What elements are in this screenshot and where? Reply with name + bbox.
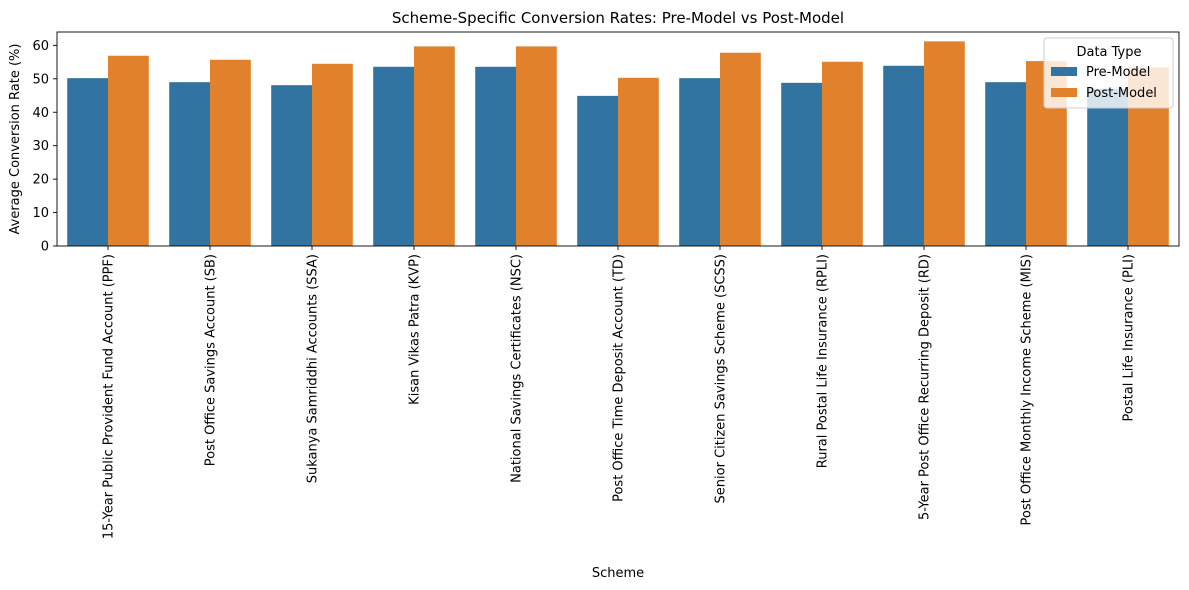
x-tick-label: Postal Life Insurance (PLI) <box>1122 254 1137 421</box>
bar-pre-model <box>271 85 312 246</box>
bar-pre-model <box>169 82 210 246</box>
legend-title: Data Type <box>1076 45 1141 60</box>
y-axis-label: Average Conversion Rate (%) <box>8 44 23 235</box>
bar-post-model <box>618 77 659 246</box>
x-tick-label: Post Office Monthly Income Scheme (MIS) <box>1020 254 1035 525</box>
x-tick-label: National Savings Certificates (NSC) <box>510 254 525 483</box>
bars-group <box>67 41 1169 247</box>
plot-frame <box>56 31 1180 247</box>
bar-post-model <box>822 61 863 247</box>
bar-pre-model <box>475 66 516 246</box>
bar-post-model <box>210 59 251 246</box>
x-tick-label: Rural Postal Life Insurance (RPLI) <box>816 254 831 468</box>
y-tick-label: 20 <box>32 173 49 188</box>
bar-pre-model <box>67 78 108 246</box>
bar-post-model <box>414 46 455 246</box>
legend-label-post-model: Post-Model <box>1086 86 1157 101</box>
x-tick-label: Sukanya Samriddhi Accounts (SSA) <box>306 254 321 483</box>
bar-pre-model <box>883 65 924 247</box>
legend-label-pre-model: Pre-Model <box>1086 65 1150 80</box>
x-tick-label: Kisan Vikas Patra (KVP) <box>408 254 423 405</box>
x-axis-label: Scheme <box>592 566 644 581</box>
bar-pre-model <box>985 82 1026 246</box>
y-tick-label: 30 <box>32 139 49 154</box>
bar-post-model <box>312 63 353 246</box>
bar-pre-model <box>781 82 822 246</box>
x-tick-label: 15-Year Public Provident Fund Account (P… <box>102 254 117 539</box>
bar-pre-model <box>1087 88 1128 246</box>
bar-pre-model <box>577 95 618 247</box>
x-tick-label: Post Office Time Deposit Account (TD) <box>612 254 627 502</box>
x-axis: 15-Year Public Provident Fund Account (P… <box>102 246 1137 539</box>
bar-post-model <box>720 52 761 247</box>
bar-post-model <box>108 55 149 246</box>
legend-swatch-pre-model <box>1051 67 1077 76</box>
y-axis: 0 10 20 30 40 50 60 <box>32 39 57 255</box>
bar-post-model <box>924 41 965 246</box>
bar-pre-model <box>679 78 720 246</box>
y-tick-label: 10 <box>32 206 49 221</box>
y-tick-label: 0 <box>41 240 49 255</box>
chart-title: Scheme-Specific Conversion Rates: Pre-Mo… <box>392 9 844 27</box>
y-tick-label: 60 <box>32 39 49 54</box>
legend-swatch-post-model <box>1051 88 1077 97</box>
legend: Data Type Pre-Model Post-Model <box>1043 37 1174 109</box>
y-tick-label: 50 <box>32 72 49 87</box>
y-tick-label: 40 <box>32 106 49 121</box>
bar-pre-model <box>373 66 414 246</box>
x-tick-label: Post Office Savings Account (SB) <box>204 254 219 466</box>
bar-post-model <box>516 46 557 246</box>
x-tick-label: Senior Citizen Savings Scheme (SCSS) <box>714 254 729 503</box>
x-tick-label: 5-Year Post Office Recurring Deposit (RD… <box>918 254 933 520</box>
